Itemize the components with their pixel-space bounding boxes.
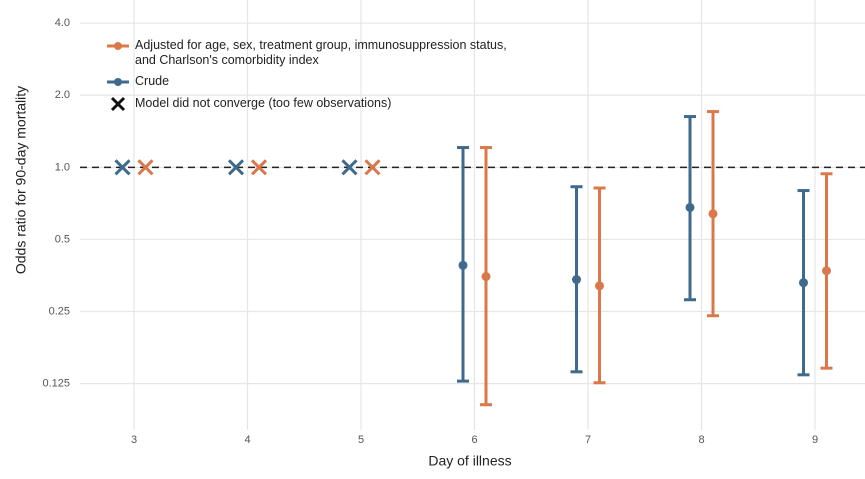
point xyxy=(822,266,831,276)
y-tick-label: 0.125 xyxy=(42,377,70,389)
x-tick-label: 4 xyxy=(244,434,250,446)
x-tick-label: 5 xyxy=(358,434,364,446)
nonconverged-marker xyxy=(364,159,381,176)
point xyxy=(595,281,604,291)
legend-dot xyxy=(114,42,122,50)
x-tick-label: 3 xyxy=(131,434,137,446)
legend-item: Crude xyxy=(105,74,525,90)
legend-label: Crude xyxy=(135,74,170,88)
nonconverged-marker xyxy=(114,159,131,176)
legend-dot xyxy=(114,78,122,86)
legend-key xyxy=(107,78,129,86)
y-tick-label: 4.0 xyxy=(55,17,70,29)
nonconverged-marker xyxy=(227,159,245,176)
legend-label: Adjusted for age, sex, treatment group, … xyxy=(135,38,507,67)
nonconverged-marker xyxy=(137,159,154,176)
point xyxy=(685,202,695,212)
y-tick-label: 0.5 xyxy=(55,233,70,245)
y-tick-label: 1.0 xyxy=(55,161,70,173)
x-tick-label: 8 xyxy=(698,434,704,446)
point xyxy=(572,275,581,285)
legend-item: Adjusted for age, sex, treatment group, … xyxy=(105,38,525,68)
y-tick-label: 2.0 xyxy=(55,89,70,101)
nonconverged-marker xyxy=(250,159,268,176)
x-tick-label: 9 xyxy=(812,434,818,446)
nonconverged-marker xyxy=(341,159,358,176)
point xyxy=(799,278,808,288)
point xyxy=(458,260,468,270)
legend: Adjusted for age, sex, treatment group, … xyxy=(105,38,525,118)
x-tick-label: 6 xyxy=(471,434,477,446)
x-tick-label: 7 xyxy=(585,434,591,446)
legend-cross xyxy=(110,96,126,112)
point xyxy=(481,272,491,282)
point xyxy=(708,209,718,219)
legend-item: Model did not converge (too few observat… xyxy=(105,96,525,112)
legend-key xyxy=(107,42,129,50)
legend-label: Model did not converge (too few observat… xyxy=(135,96,392,110)
legend-key xyxy=(110,96,126,112)
y-tick-label: 0.25 xyxy=(49,305,70,317)
x-axis-title: Day of illness xyxy=(428,453,511,469)
y-axis-title: Odds ratio for 90-day mortality xyxy=(13,86,29,274)
